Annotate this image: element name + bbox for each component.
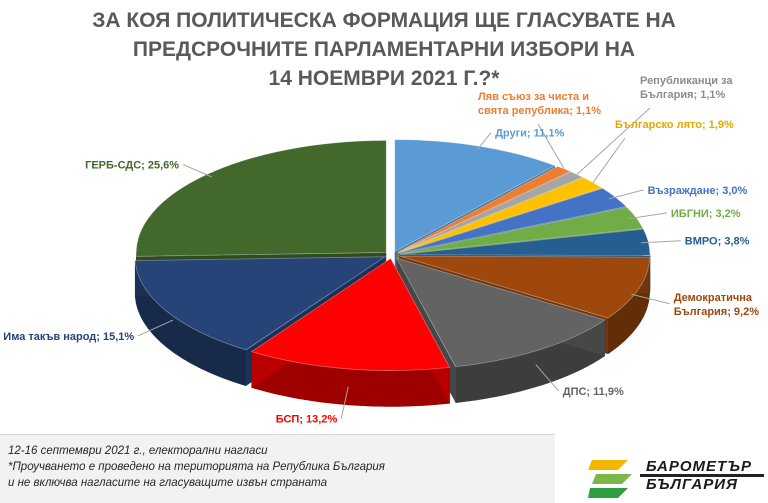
title-line-3: 14 НОЕМВРИ 2021 Г.?* <box>268 67 500 90</box>
leader-line-ляв-съюз-за-чиста-и-свята-република <box>537 123 565 170</box>
pie-slice-българско-лято-top <box>398 177 603 254</box>
leader-line-републиканци-за-българия <box>576 107 651 175</box>
footnote-line-3: и не включва нагласите на гласуващите из… <box>8 477 327 489</box>
data-label-бсп: БСП; 13,2% <box>276 414 338 426</box>
pie-slice-демократична-българия-top <box>399 255 651 319</box>
leader-line-има-такъв-народ <box>137 319 174 337</box>
footnote-box: 12-16 септември 2021 г., електорални наг… <box>0 434 555 503</box>
data-label-демократична-българия: Демократична България; 9,2% <box>674 292 760 318</box>
leader-line-ибгни <box>628 212 667 220</box>
data-label-герб-сдс: ГЕРБ-СДС; 25,6% <box>85 160 179 172</box>
pie-slice-герб-сдс-top <box>135 140 387 257</box>
logo-divider <box>640 474 764 477</box>
leader-line-други <box>477 132 492 150</box>
pie-slice-бсп-top <box>250 257 451 371</box>
leader-line-вмро <box>640 240 681 244</box>
leader-line-дпс <box>535 364 560 392</box>
leader-line-герб-сдс <box>182 164 213 178</box>
logo-text-bottom: БЪЛГАРИЯ <box>646 476 738 493</box>
leader-line-възраждане <box>608 189 644 200</box>
data-label-вмро: ВМРО; 3,8% <box>685 236 750 248</box>
pie-slice-дпс-top <box>395 257 606 368</box>
logo-mark-icon <box>588 460 632 498</box>
leader-line-българско-лято <box>592 137 626 183</box>
leader-line-демократична-българия <box>631 293 670 305</box>
data-label-ляв-съюз-за-чиста-и-свята-република: Ляв съюз за чиста и свята република; 1,1% <box>478 91 601 117</box>
barometer-logo: БАРОМЕТЪР БЪЛГАРИЯ <box>588 452 768 503</box>
title-line-1: ЗА КОЯ ПОЛИТИЧЕСКА ФОРМАЦИЯ ЩЕ ГЛАСУВАТЕ… <box>92 9 676 32</box>
data-label-републиканци-за-българия: Републиканци за България; 1,1% <box>640 75 733 101</box>
pie-slice-бсп <box>250 257 451 407</box>
data-label-дпс: ДПС; 11,9% <box>563 386 624 398</box>
title-line-2: ПРЕДСРОЧНИТЕ ПАРЛАМЕНТАРНИ ИЗБОРИ НА <box>132 38 636 61</box>
footnote-line-2: *Проучването е проведено на територията … <box>8 461 385 473</box>
chart-title: ЗА КОЯ ПОЛИТИЧЕСКА ФОРМАЦИЯ ЩЕ ГЛАСУВАТЕ… <box>0 6 768 93</box>
logo-text-top: БАРОМЕТЪР <box>646 458 753 475</box>
footnote-line-1: 12-16 септември 2021 г., електорални наг… <box>8 445 268 457</box>
pie-chart: Други; 11,1% Ляв съюз за чиста и свята реп… <box>3 75 760 426</box>
pie-slice-има-такъв-народ-top <box>134 256 387 351</box>
data-label-други: Други; 11,1% <box>495 128 564 140</box>
leader-line-бсп <box>340 386 349 419</box>
data-label-българско-лято: Българско лято; 1,9% <box>615 119 734 131</box>
data-label-възраждане: Възраждане; 3,0% <box>648 185 748 197</box>
data-label-има-такъв-народ: Има такъв народ; 15,1% <box>3 331 134 343</box>
data-label-ибгни: ИБГНИ; 3,2% <box>671 208 741 220</box>
